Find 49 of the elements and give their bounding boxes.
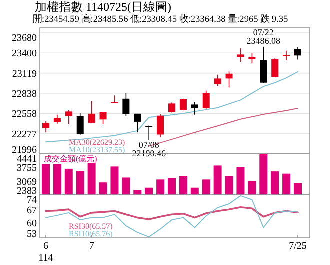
y-axis-title: 成交金額(億元) [44,154,98,164]
candlestick [214,74,222,86]
candlestick [191,102,198,116]
y-tick-label: 2383 [17,186,37,197]
text: MA30(22629.23) [69,138,126,147]
series-label: RSI30(65.57) [69,222,114,231]
y-tick-label: 22277 [12,129,37,140]
y-tick-label: 22838 [12,89,37,100]
y-tick-label: 74 [27,195,37,206]
annotation: 07/08 22190.46 [132,140,166,159]
y-tick-label: 60 [27,218,37,230]
series-label: RSI10(65.76) [69,230,114,238]
y-tick-label: 23400 [12,48,37,60]
annotation: 07/22 23486.08 [246,27,282,46]
y-tick-label: 21996 [12,145,37,156]
x-tick-label: 7/25 [289,241,307,252]
candlestick [294,46,302,60]
candlestick [180,98,187,111]
y-tick-label: 4441 [17,154,37,165]
candlestick [65,110,72,125]
candlestick [122,92,130,117]
candlestick [146,125,153,140]
candlestick [76,112,84,136]
y-tick-label: 3755 [17,163,37,174]
text: 114 [38,253,54,264]
candlestick [42,120,50,133]
candlestick [248,52,256,64]
y-tick-label: 53 [27,229,37,240]
y-tick-label: 22558 [12,109,37,120]
series-label: MA10(23137.55) [69,146,126,154]
y-tick-label: 23119 [12,68,37,80]
candlestick [88,100,96,124]
candlestick [260,46,268,84]
y-tick-label: 3069 [17,176,37,188]
chart-subtitle: 開:23454.59 高:23485.56 低:23308.45 收:23364.38 量:2965 跌 9.35 [33,14,289,25]
candlestick [168,102,176,114]
candlestick [272,58,279,78]
candlestick [202,90,210,110]
candlestick [100,112,107,125]
y-tick-label: 67 [27,205,37,216]
candlestick [226,71,233,88]
candlestick [283,50,290,61]
candlestick [157,114,164,138]
candlestick [237,48,244,62]
x-tick-label: 7 [89,241,94,252]
x-tick-label: 6 [44,241,48,252]
candlestick [134,114,142,133]
chart-title: 加權指數 1140725(日線圖) [35,0,172,14]
y-tick-label: 23680 [12,33,37,44]
